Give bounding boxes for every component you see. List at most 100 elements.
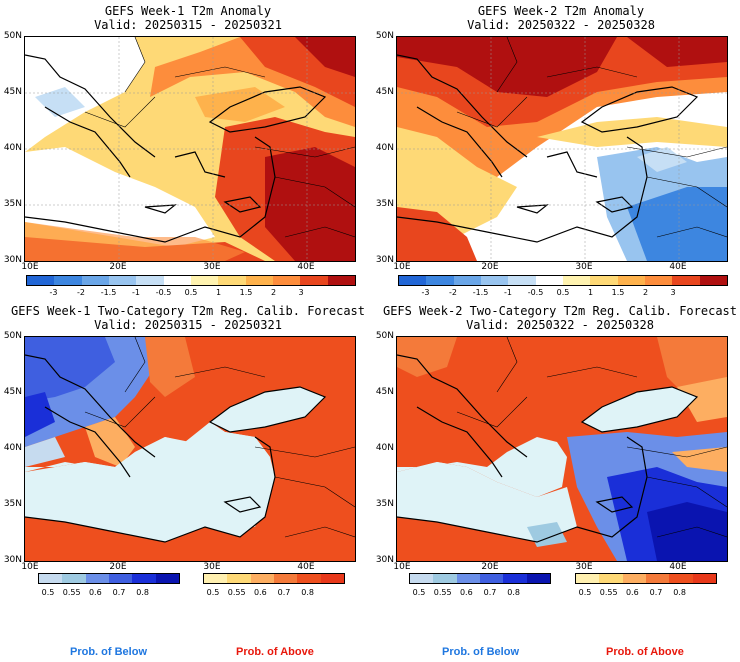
colorbar-swatch xyxy=(300,276,328,285)
colorbar-swatch xyxy=(81,276,109,285)
colorbar-tick-label: -0.5 xyxy=(527,288,544,297)
week2-anomaly-map xyxy=(396,36,728,262)
colorbar-swatch xyxy=(85,574,109,583)
colorbar-swatch xyxy=(456,574,480,583)
colorbar-swatch xyxy=(479,574,504,583)
colorbar-tick-label: 1.5 xyxy=(239,288,253,297)
colorbar-tick-label: -0.5 xyxy=(155,288,172,297)
longitude-label: 40E xyxy=(669,562,687,572)
latitude-label: 50N xyxy=(3,331,22,341)
colorbar-swatch xyxy=(617,276,645,285)
colorbar-swatch xyxy=(62,574,86,583)
colorbar-swatch xyxy=(27,276,55,285)
colorbar-tick-label: 0.55 xyxy=(599,588,618,597)
colorbar-swatch xyxy=(163,276,191,285)
colorbar-swatch xyxy=(218,276,246,285)
colorbar-tick-label: 0.6 xyxy=(625,588,639,597)
colorbar-tick-label: -1.5 xyxy=(100,288,117,297)
colorbar-swatch xyxy=(480,276,509,285)
longitude-label: 10E xyxy=(21,562,39,572)
colorbar-tick-label: 0.5 xyxy=(412,588,426,597)
prob-below-label-week2: Prob. of Below xyxy=(442,646,519,658)
latitude-label: 30N xyxy=(375,555,394,565)
colorbar-swatch xyxy=(426,276,454,285)
longitude-label: 30E xyxy=(575,562,593,572)
latitude-label: 40N xyxy=(3,443,22,453)
colorbar-swatch xyxy=(272,276,301,285)
colorbar-swatch xyxy=(526,574,550,583)
colorbar-tick-label: 0.8 xyxy=(136,588,150,597)
latitude-label: 35N xyxy=(375,199,394,209)
colorbar-swatch xyxy=(622,574,646,583)
colorbar-tick-label: -1.5 xyxy=(472,288,489,297)
colorbar-swatch xyxy=(692,574,716,583)
panel4-title: GEFS Week-2 Two-Category T2m Reg. Calib.… xyxy=(382,304,737,318)
latitude-label: 50N xyxy=(375,331,394,341)
colorbar-tick-label: 0.7 xyxy=(112,588,126,597)
panel3-valid: Valid: 20250315 - 20250321 xyxy=(94,318,282,332)
colorbar-swatch xyxy=(108,574,133,583)
colorbar-swatch xyxy=(503,574,527,583)
latitude-label: 50N xyxy=(375,31,394,41)
colorbar-tick-label: -1 xyxy=(504,288,512,297)
colorbar-swatch xyxy=(190,276,219,285)
colorbar-tick-label: 0.55 xyxy=(433,588,452,597)
latitude-label: 30N xyxy=(375,255,394,265)
colorbar-tick-label: 0.5 xyxy=(184,288,198,297)
panel1-valid: Valid: 20250315 - 20250321 xyxy=(94,18,282,32)
colorbar-swatch xyxy=(136,276,164,285)
colorbar-swatch xyxy=(453,276,481,285)
colorbar-swatch xyxy=(645,574,670,583)
colorbar-tick-label: 0.55 xyxy=(62,588,81,597)
colorbar-swatch xyxy=(108,276,137,285)
prob-below-colorbar-week1 xyxy=(38,573,180,584)
panel2-valid: Valid: 20250322 - 20250328 xyxy=(467,18,655,32)
longitude-label: 30E xyxy=(575,262,593,272)
colorbar-tick-label: 1 xyxy=(215,288,222,297)
colorbar-swatch xyxy=(54,276,82,285)
longitude-label: 20E xyxy=(481,262,499,272)
longitude-label: 40E xyxy=(297,562,315,572)
colorbar-swatch xyxy=(562,276,591,285)
latitude-label: 45N xyxy=(3,387,22,397)
colorbar-tick-label: 0.8 xyxy=(673,588,687,597)
colorbar-swatch xyxy=(245,276,273,285)
longitude-label: 10E xyxy=(393,562,411,572)
latitude-label: 30N xyxy=(3,555,22,565)
prob-above-label-week2: Prob. of Above xyxy=(606,646,684,658)
colorbar-swatch xyxy=(599,574,623,583)
colorbar-tick-label: 2 xyxy=(270,288,277,297)
colorbar-tick-label: 3 xyxy=(670,288,676,297)
colorbar-tick-label: -2 xyxy=(77,288,85,297)
colorbar-tick-label: 0.6 xyxy=(459,588,473,597)
prob-below-colorbar-week2 xyxy=(409,573,551,584)
latitude-label: 45N xyxy=(375,87,394,97)
longitude-label: 30E xyxy=(203,562,221,572)
latitude-label: 40N xyxy=(375,443,394,453)
colorbar-tick-label: 0.5 xyxy=(556,288,570,297)
latitude-label: 35N xyxy=(3,199,22,209)
colorbar-tick-label: 0.5 xyxy=(41,588,55,597)
panel1-title: GEFS Week-1 T2m Anomaly xyxy=(104,4,272,18)
colorbar-tick-label: 0.7 xyxy=(483,588,497,597)
prob-above-colorbar-week2 xyxy=(575,573,717,584)
colorbar-tick-label: 3 xyxy=(298,288,304,297)
week1-probability-map xyxy=(24,336,356,562)
colorbar-swatch xyxy=(410,574,434,583)
colorbar-tick-label: 0.8 xyxy=(301,588,315,597)
longitude-label: 10E xyxy=(393,262,411,272)
colorbar-swatch xyxy=(155,574,179,583)
latitude-label: 45N xyxy=(3,87,22,97)
longitude-label: 30E xyxy=(203,262,221,272)
latitude-label: 30N xyxy=(3,255,22,265)
colorbar-tick-label: 0.7 xyxy=(277,588,291,597)
colorbar-tick-label: -1 xyxy=(132,288,140,297)
colorbar-tick-label: -3 xyxy=(421,288,430,297)
panel2-title: GEFS Week-2 T2m Anomaly xyxy=(477,4,645,18)
colorbar-swatch xyxy=(273,574,298,583)
colorbar-tick-label: -2 xyxy=(449,288,457,297)
colorbar-swatch xyxy=(669,574,693,583)
longitude-label: 20E xyxy=(481,562,499,572)
colorbar-tick-label: 0.6 xyxy=(253,588,267,597)
colorbar-tick-label: 1 xyxy=(587,288,594,297)
